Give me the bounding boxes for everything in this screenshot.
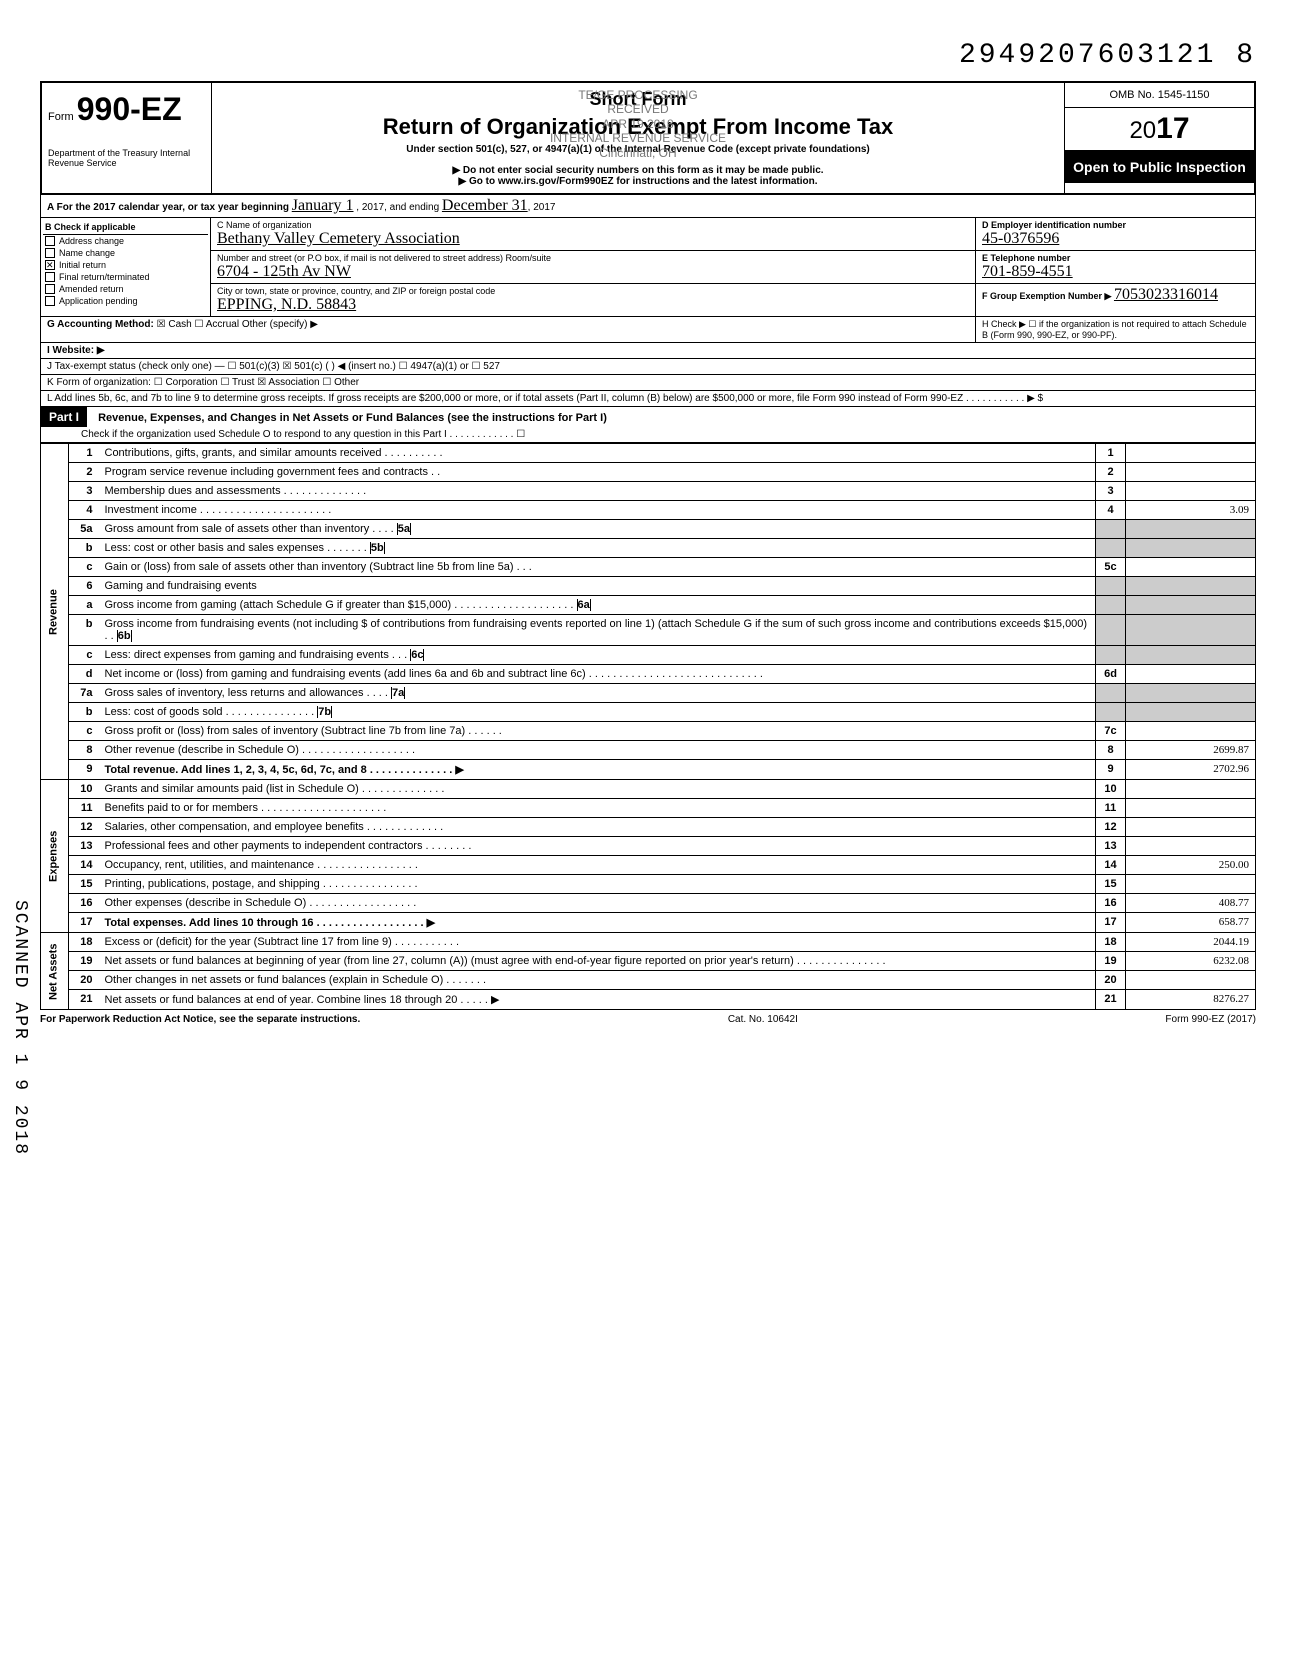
cb-initial[interactable]: Initial return: [59, 260, 106, 270]
footer: For Paperwork Reduction Act Notice, see …: [40, 1010, 1256, 1029]
k-form: K Form of organization: ☐ Corporation ☐ …: [40, 375, 1256, 391]
dept-label: Department of the Treasury Internal Reve…: [48, 148, 205, 168]
document-id: 2949207603121 8: [40, 40, 1256, 71]
revenue-table: Revenue 1Contributions, gifts, grants, a…: [40, 443, 1256, 1010]
org-name: Bethany Valley Cemetery Association: [217, 230, 969, 248]
entity-block: B Check if applicable Address change Nam…: [40, 218, 1256, 317]
cb-address[interactable]: Address change: [59, 236, 124, 246]
no-ssn: ▶ Do not enter social security numbers o…: [222, 165, 1054, 176]
part1-check: Check if the organization used Schedule …: [41, 427, 1255, 442]
part1-title: Revenue, Expenses, and Changes in Net As…: [90, 412, 607, 424]
cb-name[interactable]: Name change: [59, 248, 115, 258]
cb-pending[interactable]: Application pending: [59, 296, 138, 306]
city-label: City or town, state or province, country…: [217, 286, 969, 296]
city: EPPING, N.D. 58843: [217, 296, 969, 314]
netassets-label: Net Assets: [41, 933, 69, 1010]
revenue-label: Revenue: [41, 444, 69, 780]
j-status: J Tax-exempt status (check only one) — ☐…: [40, 359, 1256, 375]
short-form-label: Short Form: [222, 89, 1054, 110]
scanned-stamp: SCANNED APR 1 9 2018: [10, 900, 30, 1156]
form-prefix: Form: [48, 111, 74, 123]
b-label: B Check if applicable: [43, 220, 208, 235]
form-header: Form 990-EZ Department of the Treasury I…: [40, 81, 1256, 195]
street: 6704 - 125th Av NW: [217, 263, 969, 281]
phone: 701-859-4551: [982, 263, 1073, 280]
open-public: Open to Public Inspection: [1065, 151, 1254, 183]
i-website: I Website: ▶: [40, 343, 1256, 359]
ein: 45-0376596: [982, 230, 1059, 247]
return-title: Return of Organization Exempt From Incom…: [222, 114, 1054, 140]
group-num: 7053023316014: [1114, 286, 1218, 303]
c-label: C Name of organization: [217, 220, 969, 230]
tax-year: 20201717: [1065, 108, 1254, 151]
d-label: D Employer identification number: [982, 220, 1126, 230]
goto-link: ▶ Go to www.irs.gov/Form990EZ for instru…: [222, 176, 1054, 187]
line-a: A For the 2017 calendar year, or tax yea…: [40, 195, 1256, 218]
l-line: L Add lines 5b, 6c, and 7b to line 9 to …: [40, 391, 1256, 407]
addr-label: Number and street (or P.O box, if mail i…: [217, 253, 969, 263]
h-label: H Check ▶ ☐ if the organization is not r…: [975, 317, 1255, 342]
f-label: F Group Exemption Number ▶: [982, 291, 1111, 301]
omb-number: OMB No. 1545-1150: [1065, 83, 1254, 108]
g-h-row: G Accounting Method: ☒ Cash ☐ Accrual Ot…: [40, 317, 1256, 343]
cb-final[interactable]: Final return/terminated: [59, 272, 150, 282]
part1-label: Part I: [41, 407, 87, 427]
form-number: 990-EZ: [77, 91, 182, 127]
e-label: E Telephone number: [982, 253, 1070, 263]
expenses-label: Expenses: [41, 780, 69, 933]
under-section: Under section 501(c), 527, or 4947(a)(1)…: [222, 144, 1054, 155]
cb-amended[interactable]: Amended return: [59, 284, 124, 294]
